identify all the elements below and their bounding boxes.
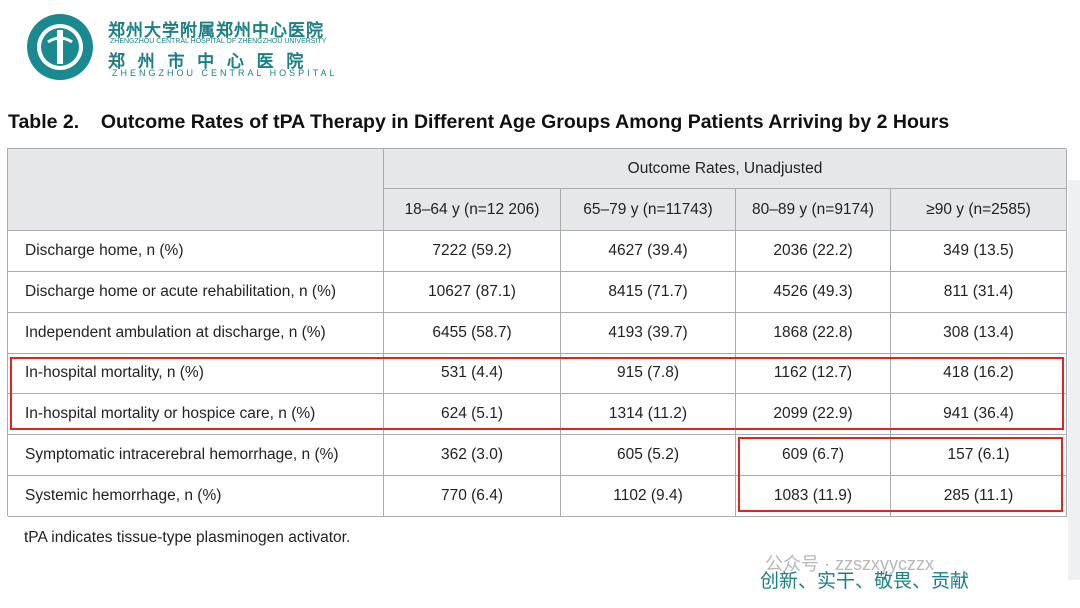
table-cell: 7222 (59.2): [384, 231, 561, 272]
table: Outcome Rates, Unadjusted 18–64 y (n=12 2…: [7, 148, 1067, 517]
group-header: Outcome Rates, Unadjusted: [384, 149, 1067, 189]
table-cell: 531 (4.4): [384, 353, 561, 395]
table-cell: 362 (3.0): [384, 435, 561, 477]
table-cell: 1162 (12.7): [736, 353, 891, 395]
table-cell: 285 (11.1): [891, 476, 1067, 517]
table-cell: 624 (5.1): [384, 394, 561, 436]
highlight-box: [738, 437, 1063, 512]
table-cell: 1102 (9.4): [561, 476, 736, 517]
table-cell: 4627 (39.4): [561, 231, 736, 272]
watermark-motto: 创新、实干、敬畏、贡献: [760, 571, 970, 592]
table-cell: 4526 (49.3): [736, 271, 891, 313]
table-cell: 915 (7.8): [561, 353, 736, 395]
logo-cn-2: 郑 州 市 中 心 医 院: [108, 52, 308, 71]
table-title: Table 2. Outcome Rates of tPA Therapy in…: [8, 111, 950, 133]
table-cell: 770 (6.4): [384, 476, 561, 517]
table-cell: 308 (13.4): [891, 312, 1067, 354]
row-label: In-hospital mortality, n (%): [8, 353, 384, 395]
column-header: 18–64 y (n=12 206): [384, 189, 561, 231]
row-label: In-hospital mortality or hospice care, n…: [8, 394, 384, 436]
table-cell: 811 (31.4): [891, 271, 1067, 313]
table-cell: 8415 (71.7): [561, 271, 736, 313]
column-header: 65–79 y (n=11743): [561, 189, 736, 231]
table-cell: 941 (36.4): [891, 394, 1067, 436]
column-header: 80–89 y (n=9174): [736, 189, 891, 231]
logo-en-2: ZHENGZHOU CENTRAL HOSPITAL: [112, 68, 338, 78]
table-cell: 609 (6.7): [736, 435, 891, 477]
row-label: Discharge home, n (%): [8, 231, 384, 272]
row-label: Discharge home or acute rehabilitation, …: [8, 271, 384, 313]
column-header: ≥90 y (n=2585): [891, 189, 1067, 231]
table-cell: 418 (16.2): [891, 353, 1067, 395]
table-cell: 2036 (22.2): [736, 231, 891, 272]
logo-cn-1: 郑州大学附属郑州中心医院: [108, 21, 324, 40]
row-label: Systemic hemorrhage, n (%): [8, 476, 384, 517]
side-decoration: [1068, 180, 1080, 580]
table-cell: 349 (13.5): [891, 231, 1067, 272]
table-cell: 1083 (11.9): [736, 476, 891, 517]
logo-icon: [27, 14, 93, 80]
table-cell: 2099 (22.9): [736, 394, 891, 436]
table-cell: 157 (6.1): [891, 435, 1067, 477]
table-cell: 1314 (11.2): [561, 394, 736, 436]
highlight-box: [10, 357, 1064, 430]
table-cell: 6455 (58.7): [384, 312, 561, 354]
table-cell: 10627 (87.1): [384, 271, 561, 313]
logo-en-1: ZHENGZHOU CENTRAL HOSPITAL OF ZHENGZHOU …: [110, 38, 327, 45]
row-label: Symptomatic intracerebral hemorrhage, n …: [8, 435, 384, 477]
header-blank: [8, 149, 384, 231]
footnote: tPA indicates tissue-type plasminogen ac…: [24, 529, 351, 546]
watermark-account: 公众号 · zzszxyyczzx: [765, 554, 934, 574]
table-cell: 1868 (22.8): [736, 312, 891, 354]
row-label: Independent ambulation at discharge, n (…: [8, 312, 384, 354]
table-cell: 605 (5.2): [561, 435, 736, 477]
table-cell: 4193 (39.7): [561, 312, 736, 354]
